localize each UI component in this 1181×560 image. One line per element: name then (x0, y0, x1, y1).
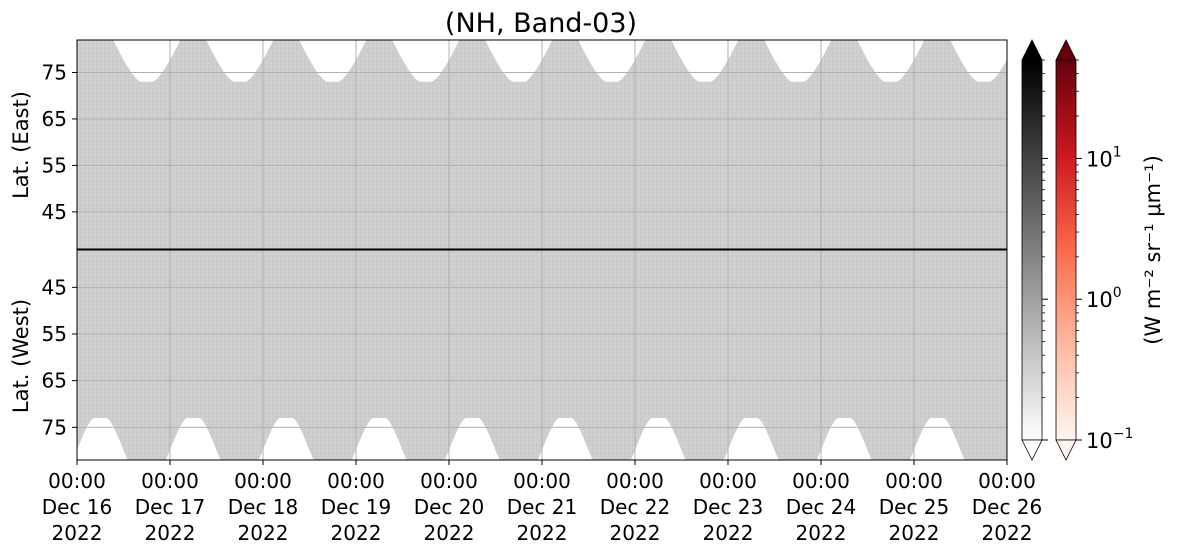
xtick-year: 2022 (610, 521, 661, 545)
colorbar-tick-label: 101 (1086, 144, 1122, 171)
xtick-time: 00:00 (327, 469, 385, 493)
east-gap (113, 40, 181, 82)
xtick-year: 2022 (982, 521, 1033, 545)
colorbar-gray-extend-bottom (1021, 439, 1043, 461)
xtick-time: 00:00 (699, 469, 757, 493)
xtick-year: 2022 (796, 521, 847, 545)
xtick-year: 2022 (517, 521, 568, 545)
west-grid (77, 250, 1007, 460)
xtick-day: Dec 18 (228, 495, 299, 519)
colorbar-tick-label: 100 (1086, 285, 1122, 312)
panel-west: 75 65 55 45 Lat. (West) (9, 249, 1008, 461)
west-gap (630, 418, 686, 460)
west-yticks: 75 65 55 45 (42, 275, 77, 439)
xtick-time: 00:00 (48, 469, 106, 493)
west-ytick-label: 65 (42, 369, 67, 393)
colorbar-gray (1021, 39, 1043, 461)
xtick-year: 2022 (889, 521, 940, 545)
east-gap (578, 40, 646, 82)
xtick-day: Dec 20 (414, 495, 485, 519)
xtick-day: Dec 19 (321, 495, 392, 519)
xtick-day: Dec 16 (42, 495, 113, 519)
xtick-time: 00:00 (606, 469, 664, 493)
xtick-time: 00:00 (792, 469, 850, 493)
east-gap (485, 40, 553, 82)
xtick-time: 00:00 (513, 469, 571, 493)
xtick-day: Dec 25 (879, 495, 950, 519)
xtick-time: 00:00 (420, 469, 478, 493)
east-gap (950, 40, 1007, 82)
colorbar-red-body (1055, 59, 1077, 441)
colorbar-gray-extend-top (1021, 39, 1043, 61)
panel-east: 45 55 65 75 Lat. (East) (9, 39, 1008, 250)
xtick-day: Dec 26 (972, 495, 1043, 519)
xtick-day: Dec 24 (786, 495, 857, 519)
colorbar-ticks: 101 100 10−1 (1042, 59, 1133, 453)
xtick-day: Dec 22 (600, 495, 671, 519)
xtick-year: 2022 (703, 521, 754, 545)
xtick-year: 2022 (52, 521, 103, 545)
xtick-day: Dec 23 (693, 495, 764, 519)
colorbar-red (1055, 39, 1077, 461)
west-gap (258, 418, 314, 460)
east-yticks: 45 55 65 75 (42, 61, 77, 224)
east-ytick-label: 75 (42, 61, 67, 85)
colorbar-tick-label: 10−1 (1086, 426, 1133, 453)
east-ytick-label: 65 (42, 107, 67, 131)
west-gap (816, 418, 872, 460)
west-gap (444, 418, 500, 460)
east-ytick-label: 45 (42, 200, 67, 224)
colorbar-label: (W m⁻² sr⁻¹ μm⁻¹) (1141, 155, 1165, 345)
east-grid (77, 40, 1007, 249)
xtick-year: 2022 (145, 521, 196, 545)
east-frame (76, 39, 1008, 250)
colorbar-red-extend-bottom (1055, 439, 1077, 461)
west-gap (723, 418, 779, 460)
chart-title: (NH, Band-03) (445, 8, 637, 39)
east-gap (764, 40, 832, 82)
east-gap (392, 40, 460, 82)
west-gap (537, 418, 593, 460)
xtick-time: 00:00 (141, 469, 199, 493)
xtick-year: 2022 (238, 521, 289, 545)
west-ytick-label: 55 (42, 322, 67, 346)
west-ytick-label: 45 (42, 275, 67, 299)
west-gap (351, 418, 407, 460)
xtick-day: Dec 21 (507, 495, 578, 519)
west-gap (909, 418, 965, 460)
east-gap (857, 40, 925, 82)
west-gap (77, 418, 128, 460)
west-ylabel: Lat. (West) (9, 299, 33, 413)
west-ytick-label: 75 (42, 415, 67, 439)
east-gap (671, 40, 739, 82)
xtick-time: 00:00 (885, 469, 943, 493)
colorbar-gray-body (1021, 59, 1043, 441)
xtick-year: 2022 (331, 521, 382, 545)
west-gap (165, 418, 221, 460)
east-gaps (113, 40, 1007, 82)
east-gap (206, 40, 274, 82)
xtick-time: 00:00 (234, 469, 292, 493)
west-gaps (77, 418, 965, 460)
colorbar-red-extend-top (1055, 39, 1077, 61)
xtick-day: Dec 17 (135, 495, 206, 519)
east-gap (299, 40, 367, 82)
xtick-year: 2022 (424, 521, 475, 545)
east-ylabel: Lat. (East) (9, 91, 33, 199)
east-ytick-label: 55 (42, 153, 67, 177)
xtick-time: 00:00 (978, 469, 1036, 493)
